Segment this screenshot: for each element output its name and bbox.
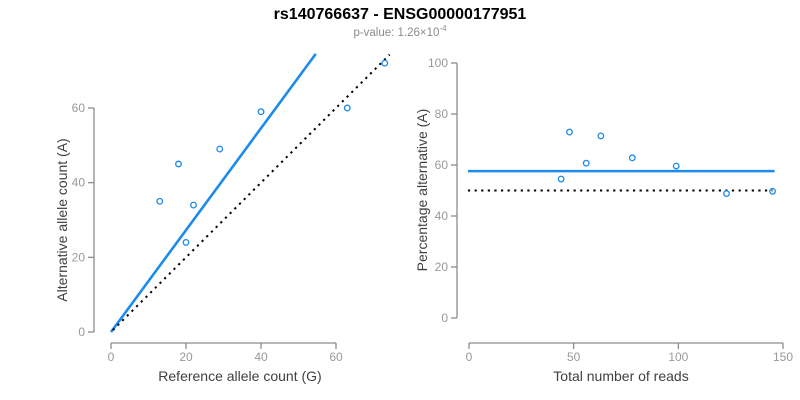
y-tick-label: 20 [72, 250, 86, 264]
pvalue-exponent: -4 [439, 24, 447, 33]
y-tick-label: 20 [435, 260, 449, 274]
x-axis-title: Total number of reads [553, 368, 688, 384]
identity-line [112, 53, 391, 331]
data-point [343, 104, 351, 112]
data-point [216, 145, 224, 153]
pvalue-text: p-value: 1.26×10 [353, 26, 440, 39]
x-tick-label: 20 [179, 350, 193, 364]
x-tick-label: 40 [254, 350, 268, 364]
y-axis-title: Percentage alternative (A) [414, 109, 430, 272]
y-tick-label: 40 [72, 176, 86, 190]
fit-line [109, 53, 317, 333]
data-point [566, 128, 573, 136]
x-tick-label: 50 [567, 350, 581, 364]
data-point [723, 190, 730, 198]
y-tick-label: 40 [435, 209, 449, 223]
data-point [582, 159, 590, 167]
data-point [175, 160, 182, 168]
y-tick-label: 100 [428, 56, 448, 70]
y-tick-label: 80 [435, 107, 449, 121]
x-tick-label: 0 [466, 350, 473, 364]
data-point [628, 154, 636, 162]
data-point [156, 197, 164, 205]
y-tick-label: 0 [441, 311, 448, 325]
y-axis-title: Alternative allele count (A) [54, 138, 70, 301]
plot-subtitle: p-value: 1.26×10-4 [0, 24, 800, 39]
data-point [557, 175, 565, 183]
data-point [182, 238, 190, 246]
data-point [769, 187, 776, 195]
plot-title: rs140766637 - ENSG00000177951 [273, 6, 527, 23]
y-tick-label: 60 [72, 101, 86, 115]
y-tick-label: 60 [435, 158, 449, 172]
x-tick-label: 60 [329, 350, 343, 364]
x-axis-title: Reference allele count (G) [158, 368, 321, 384]
data-point [597, 132, 605, 140]
y-tick-label: 0 [78, 325, 85, 339]
x-tick-label: 100 [668, 350, 688, 364]
data-point [190, 201, 197, 209]
data-point [257, 108, 265, 116]
x-tick-label: 150 [773, 350, 793, 364]
data-point [381, 59, 389, 67]
data-point [672, 162, 680, 170]
x-tick-label: 0 [108, 350, 115, 364]
